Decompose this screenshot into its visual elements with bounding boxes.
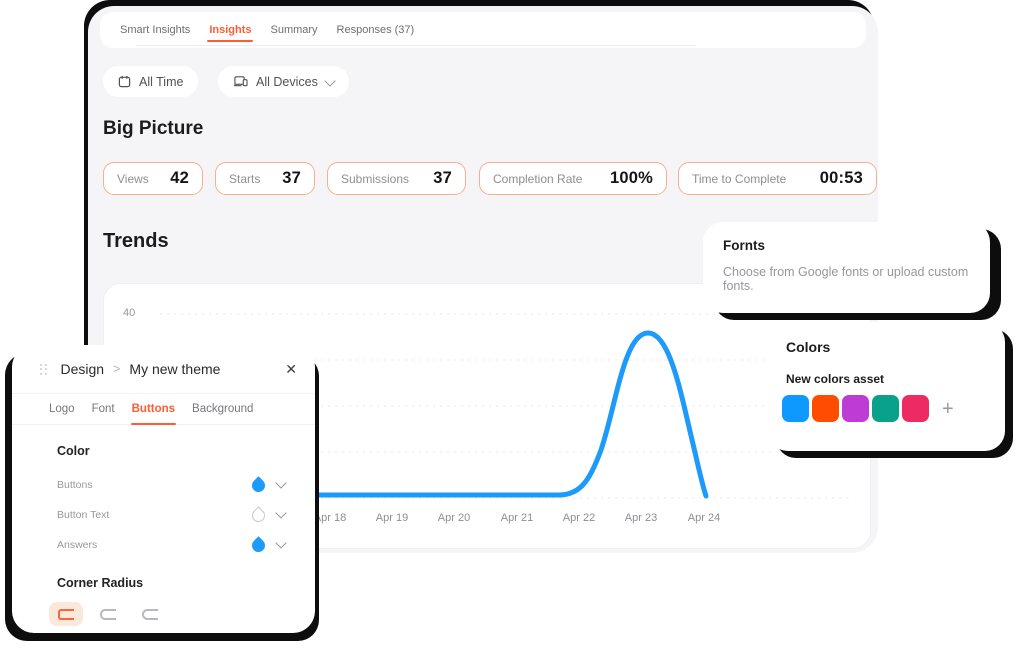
drag-handle-icon[interactable]	[40, 363, 47, 375]
filter-all-time-label: All Time	[139, 74, 184, 89]
design-panel-tabs: Logo Font Buttons Background	[12, 394, 315, 425]
breadcrumb-separator-icon: >	[113, 362, 121, 376]
color-row-button-text: Button Text	[57, 500, 287, 530]
row-label: Button Text	[57, 509, 110, 521]
stat-label: Views	[117, 171, 149, 186]
x-tick: Apr 19	[375, 512, 409, 524]
stats-row: Views 42 Starts 37 Submissions 37 Comple…	[103, 162, 878, 195]
color-drop-icon[interactable]	[249, 505, 268, 525]
corner-radius-large-icon	[142, 608, 158, 620]
color-section-title: Color	[57, 444, 90, 458]
chevron-down-icon[interactable]	[275, 507, 287, 519]
stat-completion-rate: Completion Rate 100%	[479, 162, 667, 195]
trends-heading: Trends	[103, 230, 169, 252]
filter-all-time[interactable]: All Time	[103, 66, 199, 97]
corner-radius-medium-icon	[100, 608, 116, 620]
stat-value: 100%	[609, 169, 653, 187]
color-drop-icon[interactable]	[249, 475, 268, 495]
filter-all-devices-label: All Devices	[256, 74, 318, 89]
close-icon[interactable]: ✕	[285, 361, 297, 377]
tab-insights[interactable]: Insights	[207, 13, 254, 47]
color-swatch-purple[interactable]	[842, 395, 869, 422]
tab-logo[interactable]: Logo	[49, 403, 75, 415]
tab-summary[interactable]: Summary	[270, 24, 318, 36]
color-drop-icon[interactable]	[249, 535, 268, 555]
x-tick: Apr 20	[437, 512, 471, 524]
filter-all-devices[interactable]: All Devices	[218, 66, 349, 97]
big-picture-heading: Big Picture	[103, 118, 204, 139]
fonts-card: Fornts Choose from Google fonts or uploa…	[703, 222, 990, 313]
tab-font[interactable]: Font	[91, 403, 115, 415]
color-swatch-blue[interactable]	[782, 395, 809, 422]
design-panel-header: Design > My new theme ✕	[12, 345, 315, 394]
stat-value: 42	[170, 169, 189, 187]
stat-label: Time to Complete	[692, 171, 787, 186]
stat-value: 00:53	[819, 169, 863, 187]
stat-value: 37	[433, 169, 452, 187]
stat-starts: Starts 37	[215, 162, 315, 195]
add-color-button[interactable]: +	[942, 397, 954, 420]
stat-label: Starts	[229, 171, 261, 186]
colors-card: Colors New colors asset +	[768, 322, 1005, 451]
color-swatch-row: +	[782, 395, 987, 422]
color-row-answers: Answers	[57, 530, 287, 560]
tab-responses[interactable]: Responses (37)	[336, 24, 415, 36]
corner-radius-small-icon	[58, 608, 74, 620]
x-tick: Apr 23	[624, 512, 658, 524]
tab-background[interactable]: Background	[192, 403, 254, 415]
x-tick: Apr 22	[562, 512, 596, 524]
color-row-buttons: Buttons	[57, 470, 287, 500]
x-tick: Apr 24	[687, 512, 721, 524]
breadcrumb-design[interactable]: Design	[60, 361, 105, 377]
corner-radius-large-option[interactable]	[133, 602, 167, 626]
tab-bar-divider	[136, 45, 696, 46]
tab-buttons[interactable]: Buttons	[130, 394, 177, 425]
stat-label: Submissions	[341, 171, 410, 186]
corner-radius-options	[49, 602, 285, 626]
chevron-down-icon	[324, 74, 336, 87]
stat-submissions: Submissions 37	[327, 162, 466, 195]
breadcrumb-my-new-theme: My new theme	[129, 361, 221, 377]
trends-line-chart-svg	[158, 313, 849, 499]
y-axis-tick-40: 40	[123, 307, 136, 319]
stat-views: Views 42	[103, 162, 203, 195]
corner-radius-small-option[interactable]	[49, 602, 83, 626]
stat-time-to-complete: Time to Complete 00:53	[678, 162, 877, 195]
calendar-icon	[118, 75, 131, 88]
stat-value: 37	[282, 169, 301, 187]
row-label: Answers	[57, 539, 98, 551]
corner-radius-medium-option[interactable]	[91, 602, 125, 626]
tab-smart-insights[interactable]: Smart Insights	[120, 24, 191, 36]
corner-radius-section-title: Corner Radius	[57, 576, 144, 590]
color-swatch-teal[interactable]	[872, 395, 899, 422]
fonts-card-title: Fornts	[723, 238, 765, 253]
colors-asset-label: New colors asset	[786, 372, 885, 386]
trend-line	[158, 330, 709, 499]
chevron-down-icon[interactable]	[275, 537, 287, 549]
analytics-tab-bar: Smart Insights Insights Summary Response…	[100, 12, 866, 48]
design-panel-body: Color Buttons Button Text Answers Corner…	[12, 444, 315, 626]
devices-icon	[233, 75, 248, 88]
analytics-tabs: Smart Insights Insights Summary Response…	[118, 13, 416, 47]
design-theme-panel: Design > My new theme ✕ Logo Font Button…	[12, 345, 315, 633]
x-tick: Apr 18	[313, 512, 347, 524]
x-tick: Apr 21	[500, 512, 534, 524]
fonts-card-description: Choose from Google fonts or upload custo…	[723, 265, 969, 293]
stat-label: Completion Rate	[493, 171, 583, 186]
color-swatch-orange[interactable]	[812, 395, 839, 422]
color-swatch-pink[interactable]	[902, 395, 929, 422]
chevron-down-icon[interactable]	[275, 477, 287, 489]
row-label: Buttons	[57, 479, 93, 491]
colors-card-title: Colors	[786, 339, 831, 355]
